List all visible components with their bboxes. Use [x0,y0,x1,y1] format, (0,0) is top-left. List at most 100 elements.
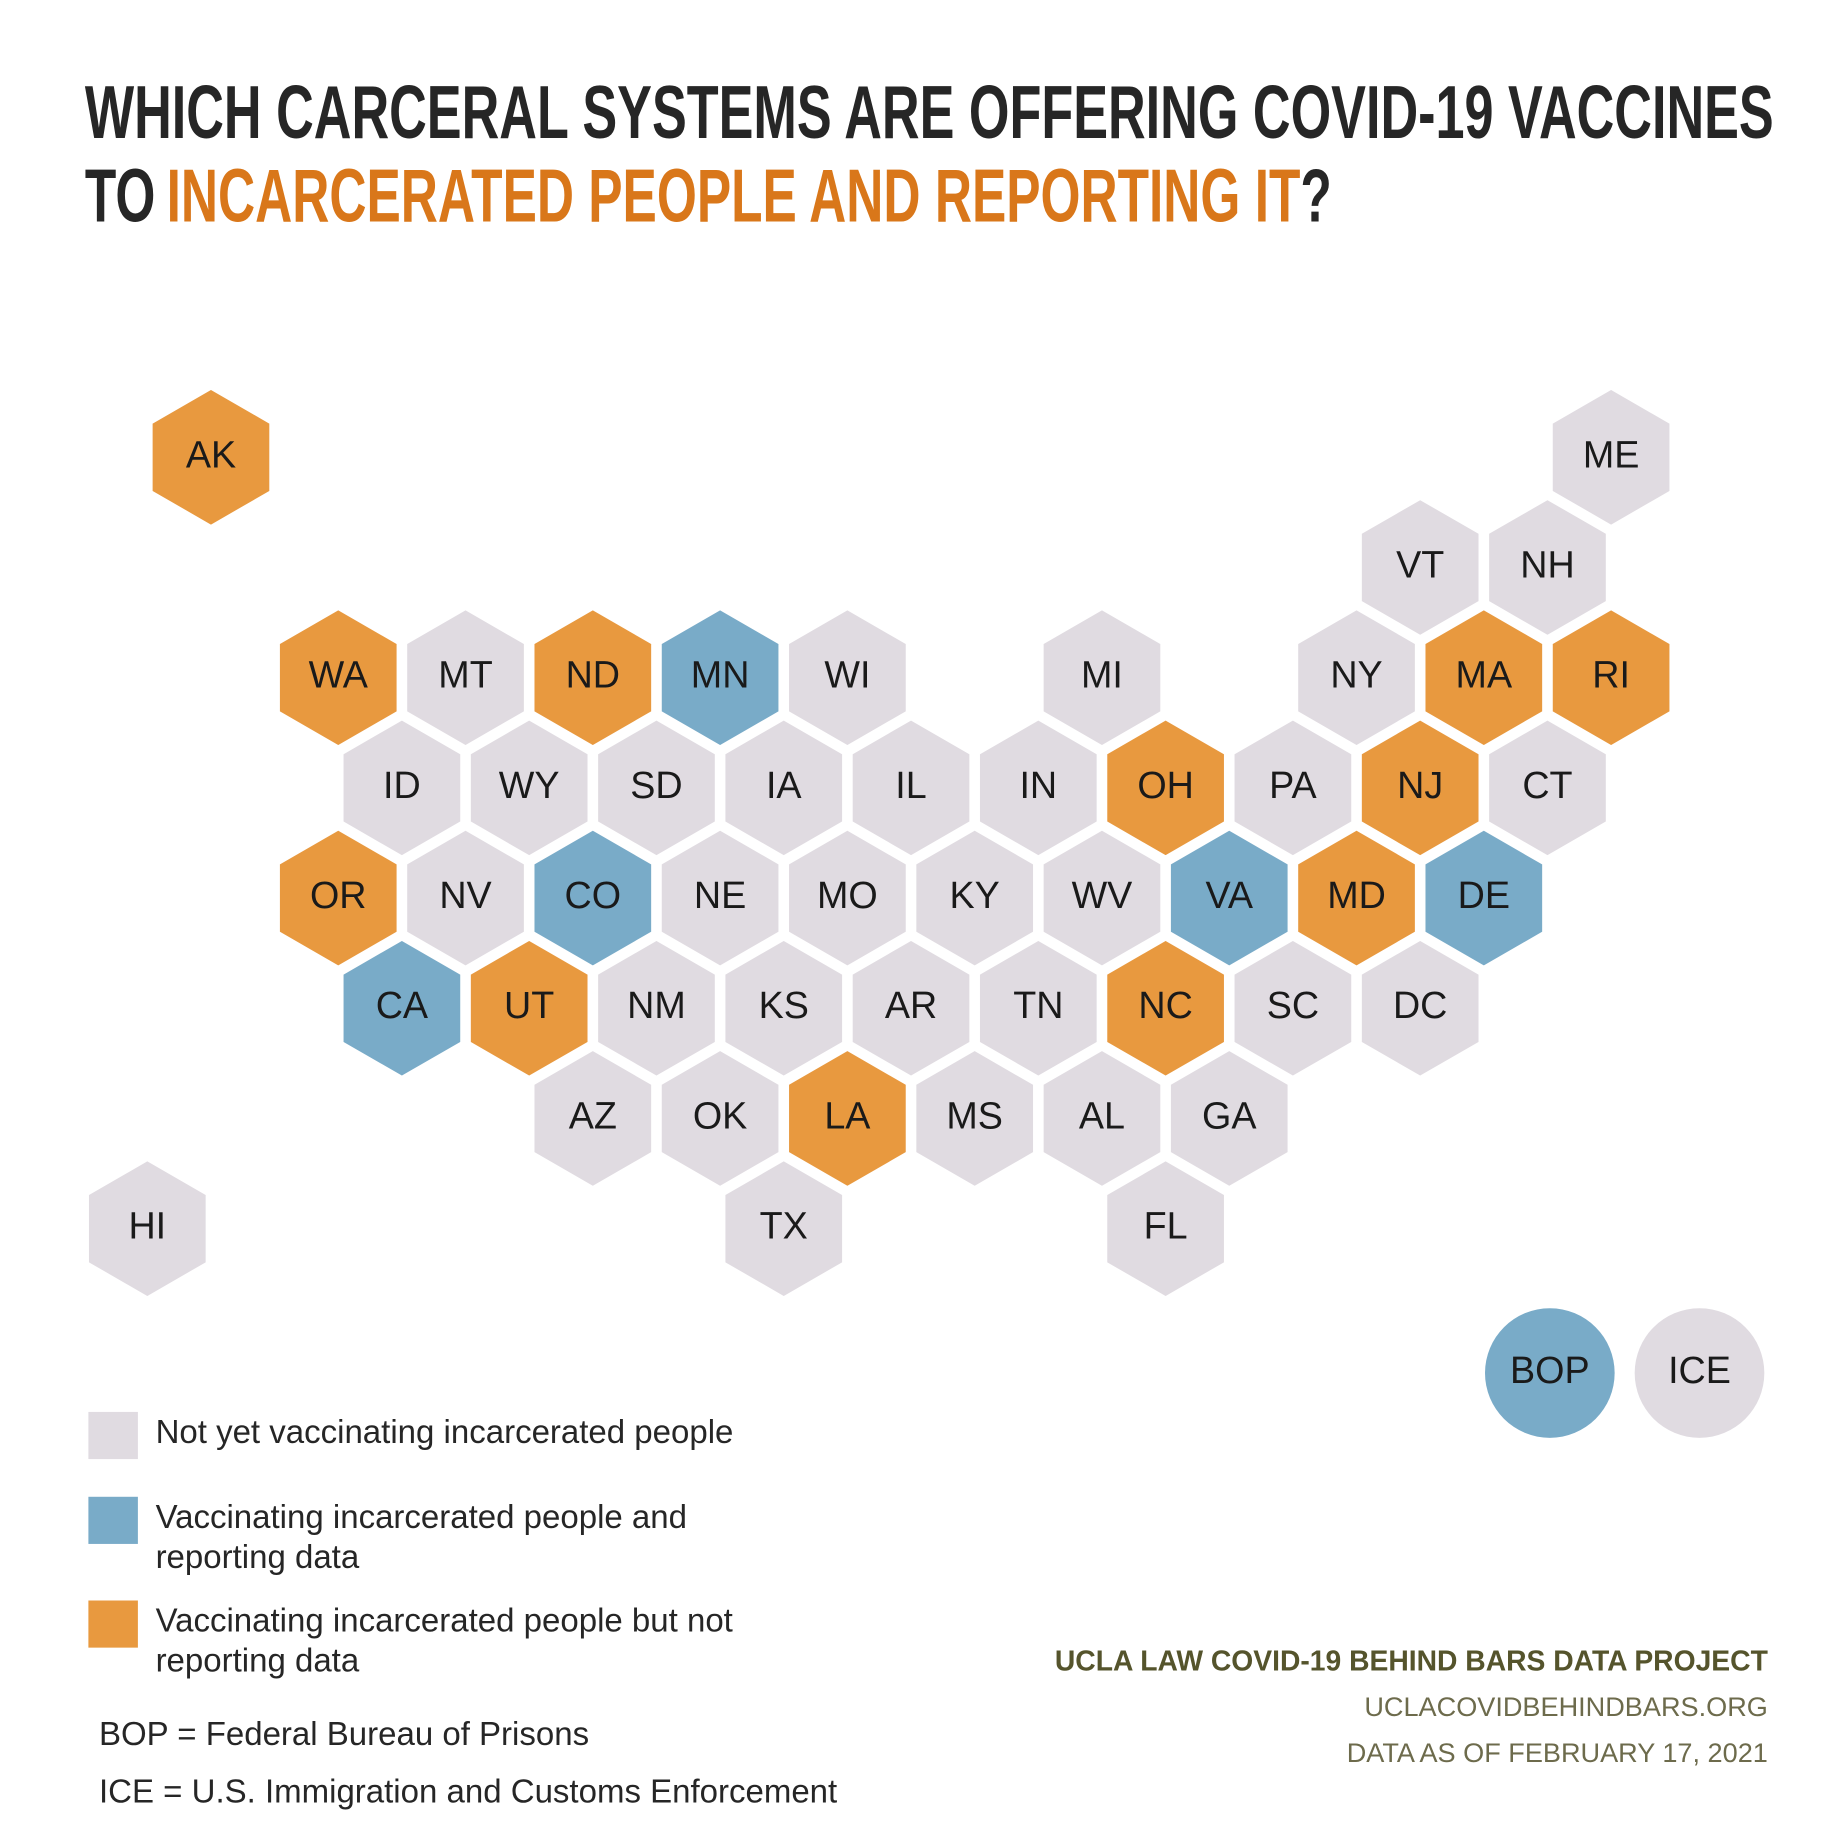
title-part: TO [85,153,155,237]
note: BOP = Federal Bureau of Prisons [99,1715,589,1752]
state-label: CA [376,984,429,1026]
state-label: WV [1072,874,1133,916]
title-highlight: INCARCERATED PEOPLE AND REPORTING IT [167,153,1301,237]
state-hex [592,934,721,1083]
legend-label: reporting data [156,1642,360,1679]
title-line: WHICH CARCERAL SYSTEMS ARE OFFERING COVI… [85,70,1774,154]
state-label: WA [309,654,369,696]
state-hex [1037,1044,1167,1193]
title-part: ? [1300,153,1331,237]
state-hex [528,1044,658,1193]
state-hex [592,713,721,862]
state-label: AR [885,984,937,1026]
state-hex [1165,823,1294,973]
state-label: SD [630,764,682,806]
state-hex [1546,383,1676,532]
state-hex [974,713,1103,862]
state-label: DE [1458,874,1510,916]
footer-date: DATA AS OF FEBRUARY 17, 2021 [1347,1737,1768,1768]
agency-circle [1485,1308,1615,1438]
agency-label: ICE [1668,1349,1731,1391]
state-label: CO [565,874,622,916]
state-label: VA [1206,874,1254,916]
state-label: NM [627,984,686,1026]
state-hex [783,823,912,973]
state-hex [274,603,403,752]
state-label: WY [499,764,560,806]
state-label: IL [895,764,926,806]
state-hex [1037,823,1167,973]
state-hex [1165,1044,1294,1193]
state-hex [1483,493,1612,642]
state-hex [1101,934,1230,1083]
state-hex [1419,603,1549,752]
state-label: RI [1592,654,1630,696]
state-label: ME [1583,433,1640,475]
legend-label: Vaccinating incarcerated people but not [156,1602,733,1639]
state-label: MI [1081,654,1123,696]
legend-swatch [88,1411,138,1460]
state-label: NE [694,874,746,916]
state-hex [974,934,1103,1083]
state-hex [464,934,594,1083]
state-hex [846,934,976,1083]
note: ICE = U.S. Immigration and Customs Enfor… [99,1773,837,1810]
state-hex [1546,603,1676,752]
state-hex [1101,1154,1230,1303]
state-label: MO [817,874,878,916]
state-hex [83,1154,212,1303]
state-label: KY [950,874,1000,916]
state-label: NC [1138,984,1192,1026]
state-hex [783,1044,912,1193]
state-hex [1355,493,1485,642]
state-hex [846,713,976,862]
title-line: TOINCARCERATED PEOPLE AND REPORTING IT? [85,153,1332,237]
state-hex [1419,823,1549,973]
state-label: HI [128,1205,166,1247]
state-label: NH [1520,543,1574,585]
state-label: ID [383,764,421,806]
legend-label: Not yet vaccinating incarcerated people [156,1413,734,1450]
state-label: IA [766,764,802,806]
state-label: OH [1137,764,1194,806]
state-hex [1037,603,1167,752]
state-hex [401,603,530,752]
state-hex [401,823,530,973]
state-hex [1292,603,1421,752]
state-hex [1101,713,1230,862]
agency-label: BOP [1510,1349,1590,1391]
state-label: AL [1079,1094,1125,1136]
state-label: MT [438,654,492,696]
state-hex [1228,713,1358,862]
state-label: NY [1330,654,1382,696]
state-hex [655,603,785,752]
state-hex [783,603,912,752]
state-hex [464,713,594,862]
state-label: NV [439,874,491,916]
state-hex [1228,934,1358,1083]
state-hex [1355,934,1485,1083]
footer-source: UCLA LAW COVID-19 BEHIND BARS DATA PROJE… [1055,1644,1768,1676]
state-hex [719,934,848,1083]
state-hex [910,1044,1039,1193]
state-label: AK [186,433,236,475]
state-label: WI [824,654,870,696]
state-label: VT [1396,543,1444,585]
state-hex [719,1154,848,1303]
state-label: DC [1393,984,1447,1026]
state-label: GA [1202,1094,1257,1136]
state-label: MA [1456,654,1513,696]
state-hex [719,713,848,862]
state-label: TN [1013,984,1063,1026]
state-label: OK [693,1094,747,1136]
state-hex [337,713,467,862]
state-label: MS [946,1094,1003,1136]
state-label: NJ [1397,764,1443,806]
state-label: MD [1327,874,1386,916]
state-label: IN [1019,764,1057,806]
legend-swatch [88,1600,138,1648]
state-hex [655,1044,785,1193]
state-hex [1355,713,1485,862]
state-hex [1483,713,1612,862]
